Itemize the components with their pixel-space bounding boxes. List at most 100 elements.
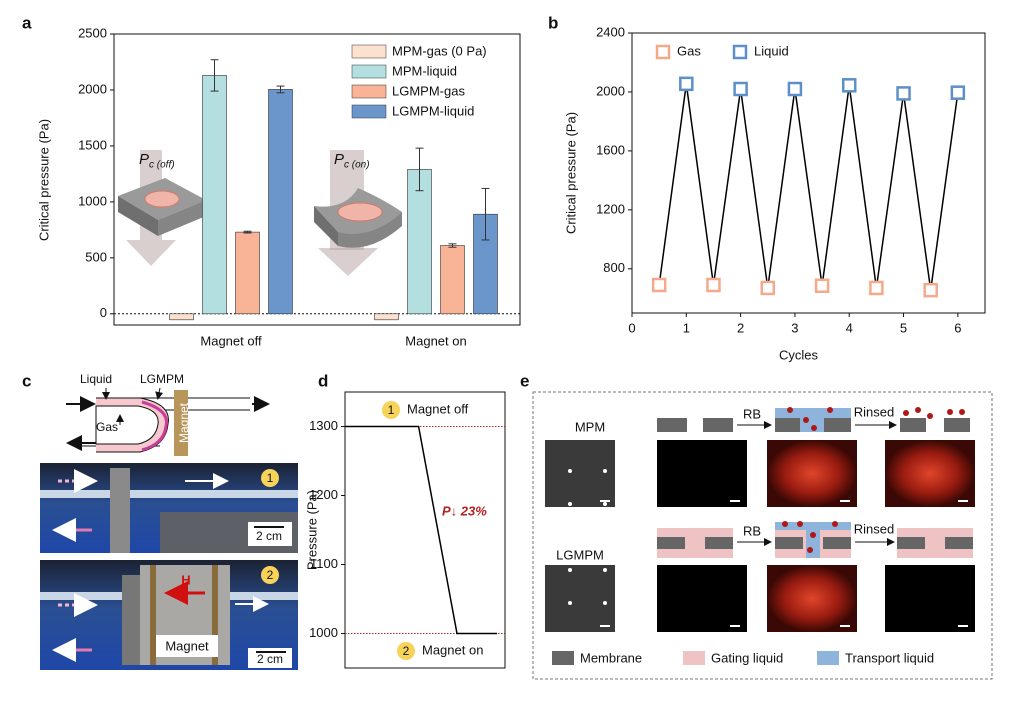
step-label: RB [743, 406, 761, 421]
bar [440, 245, 465, 315]
scale: 2 cm [256, 529, 282, 543]
legend-label: LGMPM-gas [392, 83, 465, 98]
legend-label: LGMPM-liquid [392, 103, 474, 118]
row-label: LGMPM [556, 547, 604, 562]
line [345, 425, 497, 635]
label: Liquid [80, 372, 112, 386]
step: 1 [267, 471, 274, 485]
marker [679, 76, 694, 92]
marker [896, 86, 911, 101]
step-number: 2 [403, 644, 410, 658]
y-axis-label: Pressure (Pa) [304, 490, 319, 570]
y-tick-label: 2400 [596, 24, 625, 39]
plot-frame [631, 32, 986, 314]
marker [706, 277, 721, 293]
y-axis-label: Critical pressure (Pa) [563, 112, 578, 234]
x-tick-label: Magnet off [200, 333, 262, 348]
label: Magnet [177, 402, 191, 443]
bar [268, 89, 293, 315]
step-label: Rinsed [854, 521, 894, 536]
x-axis-label: Cycles [779, 347, 819, 362]
marker [760, 280, 776, 296]
label: LGMPM [140, 372, 184, 386]
inset-on [314, 150, 402, 276]
y-tick-label: 2000 [78, 81, 107, 96]
y-axis-label: Critical pressure (Pa) [36, 119, 51, 241]
label: Gas [96, 420, 118, 434]
y-tick-label: 1600 [596, 142, 625, 157]
magnet: Magnet [165, 638, 209, 653]
legend-label: Liquid [754, 43, 789, 58]
legend-label: MPM-gas (0 Pa) [392, 43, 487, 58]
panel-letter: d [318, 371, 328, 390]
y-tick-label: 1200 [309, 487, 338, 502]
bar [235, 231, 260, 315]
marker [733, 81, 748, 97]
annotation-sub: c (off) [149, 160, 175, 171]
row-label: MPM [575, 419, 605, 434]
panel-letter: a [22, 13, 32, 32]
legend-label: Transport liquid [845, 650, 934, 665]
bar [169, 313, 194, 321]
x-tick-label: 2 [737, 320, 744, 335]
y-tick-label: 0 [100, 305, 107, 320]
marker [950, 85, 966, 100]
x-tick-label: Magnet on [405, 333, 466, 348]
annotation: P↓ 23% [442, 503, 487, 518]
step-label: RB [743, 523, 761, 538]
y-tick-label: 800 [603, 260, 625, 275]
step-number: 1 [388, 403, 395, 417]
marker [841, 78, 857, 93]
plot-frame [113, 33, 521, 326]
y-tick-label: 2000 [596, 83, 625, 98]
step: 2 [267, 568, 274, 582]
annotation: P [139, 151, 149, 168]
scale: 2 cm [257, 652, 283, 666]
step-badge [382, 401, 400, 419]
legend-swatch [351, 104, 387, 119]
schematic-c-labels: Liquid LGMPM Gas Magnet 1 2 cm 2 H Magne… [80, 372, 283, 666]
legend-label: Membrane [580, 650, 642, 665]
panel-letter: c [22, 371, 31, 390]
step-label: Rinsed [854, 404, 894, 419]
panel-letter: b [548, 13, 558, 32]
legend-swatch [351, 44, 387, 59]
step-badge [397, 642, 415, 660]
y-tick-label: 2500 [78, 25, 107, 40]
y-tick-label: 1500 [78, 137, 107, 152]
bar [407, 169, 432, 315]
legend-swatch [351, 84, 387, 99]
x-tick-label: 5 [900, 320, 907, 335]
marker [869, 280, 884, 296]
y-tick-label: 1300 [309, 418, 338, 433]
y-tick-label: 1000 [309, 625, 338, 640]
x-tick-label: 0 [628, 320, 635, 335]
panel-e: MPM RB Rinsed LGMPM RB Rinsed Membrane G… [532, 391, 993, 680]
field: H [181, 572, 190, 587]
annotation: P [334, 151, 344, 168]
marker [923, 282, 938, 298]
legend-marker [732, 44, 748, 60]
x-tick-label: 1 [683, 320, 690, 335]
plot-frame [344, 391, 506, 669]
marker [651, 277, 667, 293]
inset-off [118, 150, 206, 266]
legend-marker [655, 44, 671, 60]
bar [202, 75, 227, 315]
legend-label: Gating liquid [711, 650, 783, 665]
annotation: Magnet off [407, 401, 469, 416]
y-tick-label: 1000 [78, 193, 107, 208]
legend-swatch [351, 64, 387, 79]
x-tick-label: 4 [846, 320, 853, 335]
annotation: Magnet on [422, 642, 483, 657]
legend-label: MPM-liquid [392, 63, 457, 78]
annotation-sub: c (on) [344, 160, 370, 171]
y-tick-label: 1100 [310, 556, 338, 571]
schematic-c [40, 387, 298, 670]
connecting-line [658, 83, 959, 291]
bar [374, 313, 399, 321]
marker [787, 81, 803, 97]
x-tick-label: 3 [791, 320, 798, 335]
legend-label: Gas [677, 43, 701, 58]
